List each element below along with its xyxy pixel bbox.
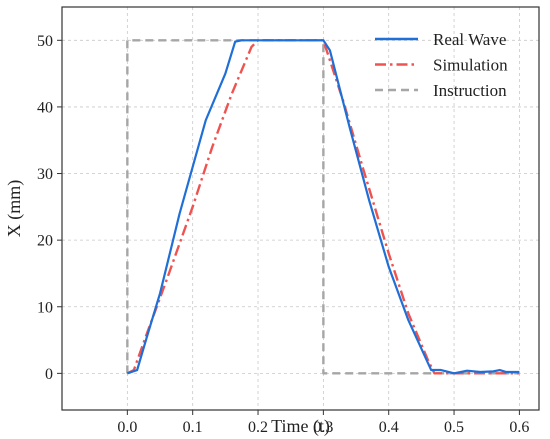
x-axis-label: Time (t) xyxy=(271,416,330,437)
legend-label-real-wave: Real Wave xyxy=(433,30,506,49)
plot-frame xyxy=(61,6,540,411)
legend-label-simulation: Simulation xyxy=(433,56,508,75)
axis-ticks: 0.0 0.1 0.2 0.3 0.4 0.5 0.6 0 10 20 30 40 50 xyxy=(37,33,529,436)
y-axis-label: X (mm) xyxy=(4,180,25,238)
x-tick-label: 0.2 xyxy=(248,419,268,436)
x-tick-label: 0.6 xyxy=(509,419,529,436)
x-tick-label: 0.0 xyxy=(117,419,137,436)
y-tick-label: 50 xyxy=(37,33,53,50)
series-line-real-wave xyxy=(126,39,520,375)
plot-area xyxy=(126,39,520,375)
x-tick-label: 0.1 xyxy=(183,419,203,436)
x-tick-label: 0.5 xyxy=(444,419,464,436)
legend-label-instruction: Instruction xyxy=(433,81,507,100)
y-tick-label: 20 xyxy=(37,233,53,250)
y-tick-label: 40 xyxy=(37,99,53,116)
x-tick-label: 0.4 xyxy=(379,419,399,436)
x-tick-label: 0.3 xyxy=(313,419,333,436)
legend: Real Wave Simulation Instruction xyxy=(375,30,508,100)
series-line-instruction xyxy=(126,39,520,375)
y-tick-label: 30 xyxy=(37,166,53,183)
y-tick-label: 0 xyxy=(45,366,53,383)
y-tick-label: 10 xyxy=(37,299,53,316)
